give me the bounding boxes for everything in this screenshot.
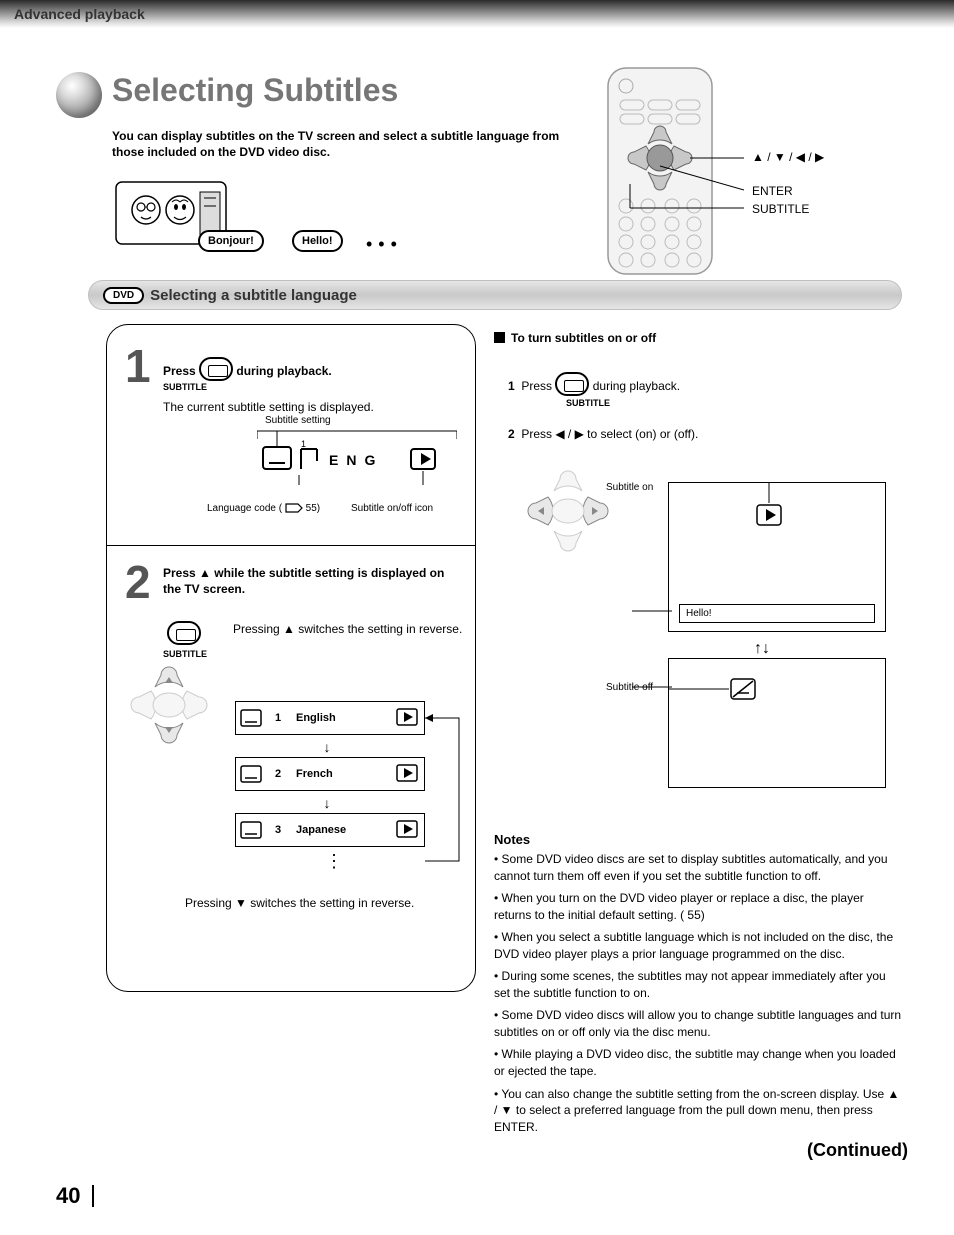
notes-heading: Notes [494, 832, 904, 847]
remote-enter-label: ENTER [752, 184, 793, 198]
subtitle-btn-label-3: SUBTITLE [566, 397, 898, 409]
subtitle-text-overlay: Hello! [679, 604, 875, 623]
step2-press-rev: Pressing ▼ switches the setting in rever… [185, 895, 465, 911]
subtitle-on-frame: Hello! [668, 482, 886, 632]
intro-text: You can display subtitles on the TV scre… [112, 128, 572, 160]
step2-instruction: Press ▲ while the subtitle setting is di… [163, 565, 463, 597]
remote-illustration: ▲ / ▼ / ◀ / ▶ ENTER SUBTITLE [594, 66, 894, 276]
step1-instruction: Press during playback. SUBTITLE [163, 351, 463, 393]
section-bar: DVD Selecting a subtitle language [88, 280, 902, 310]
cartoon-illustration: Bonjour! Hello! ••• [114, 180, 234, 250]
subtitle-off-frame [668, 658, 886, 788]
step1-body: The current subtitle setting is displaye… [163, 399, 374, 415]
subtitle-option-3: 3 Japanese [235, 813, 425, 847]
sphere-icon [56, 72, 102, 118]
subtitle-indicator-icon: 1 ENG [257, 425, 457, 495]
note-item: • Some DVD video discs are set to displa… [494, 851, 904, 884]
step-box: 1 Press during playback. SUBTITLE The cu… [106, 324, 476, 992]
subtitle-button-icon-2[interactable] [167, 621, 201, 645]
step2-press-note: Pressing ▲ switches the setting in rever… [233, 621, 463, 637]
subtitle-option-1: 1 English [235, 701, 425, 735]
vdots: ⋮ [325, 851, 343, 872]
step-divider [107, 545, 475, 546]
note-item: • Some DVD video discs will allow you to… [494, 1007, 904, 1040]
swap-arrows-icon: ↑↓ [754, 640, 770, 658]
subtitle-btn-label: SUBTITLE [163, 381, 463, 393]
off-step-2: 2 Press ◀ / ▶ to select (on) or (off). [508, 426, 898, 443]
square-bullet-icon [494, 332, 505, 343]
step2-num: 2 [125, 559, 151, 605]
dvd-pill: DVD [103, 287, 144, 304]
notes-block: Notes • Some DVD video discs are set to … [494, 832, 904, 1135]
down-arrow-2: ↓ [324, 795, 331, 811]
svg-text:1: 1 [301, 439, 306, 449]
note-item: • While playing a DVD video disc, the su… [494, 1046, 904, 1079]
subtitle-option-2: 2 French [235, 757, 425, 791]
note-item: • You can also change the subtitle setti… [494, 1086, 904, 1136]
speech-bubble-1: Bonjour! [198, 230, 264, 252]
subtitle-btn-label-2: SUBTITLE [163, 649, 207, 659]
speech-bubble-2: Hello! [292, 230, 343, 252]
dpad-icon [125, 665, 213, 745]
remote-arrow-label: ▲ / ▼ / ◀ / ▶ [752, 150, 824, 164]
note-item: • When you turn on the DVD video player … [494, 890, 904, 923]
ellipsis: ••• [366, 234, 403, 255]
loop-line [425, 701, 469, 873]
note-item: • During some scenes, the subtitles may … [494, 968, 904, 1001]
svg-text:ENG: ENG [329, 452, 383, 468]
section-heading: Advanced playback [14, 6, 145, 22]
lang-code-caption: Language code ( 55) [207, 503, 337, 515]
note-item: • When you select a subtitle language wh… [494, 929, 904, 962]
down-arrow-1: ↓ [324, 739, 331, 755]
off-step-1: 1 Press during playback. SUBTITLE [508, 366, 898, 409]
subtitle-button-icon[interactable] [199, 357, 233, 381]
off-heading: To turn subtitles on or off [494, 330, 894, 347]
dpad-lr-icon [520, 468, 616, 554]
page-number: 40 [56, 1185, 94, 1207]
step1-num: 1 [125, 343, 151, 389]
continued-marker: (Continued) [807, 1140, 908, 1161]
subtitle-button-icon-3[interactable] [555, 372, 589, 396]
frame1-caption: Subtitle on [606, 482, 653, 493]
onoff-icon-caption: Subtitle on/off icon [351, 503, 461, 515]
remote-subtitle-label: SUBTITLE [752, 202, 809, 216]
page-title: Selecting Subtitles [112, 72, 398, 109]
section-bar-title: Selecting a subtitle language [150, 287, 357, 304]
